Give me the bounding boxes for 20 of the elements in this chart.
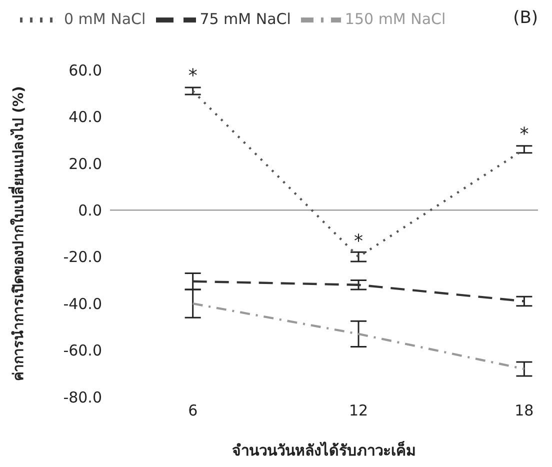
annotation: * (188, 65, 198, 86)
legend-label: 75 mM NaCl (200, 10, 291, 28)
y-tick-label: 40.0 (68, 108, 102, 126)
y-tick-label: 60.0 (68, 61, 102, 80)
y-tick-label: -40.0 (63, 294, 102, 313)
y-tick-label: 0.0 (78, 201, 102, 220)
annotation: * (354, 231, 364, 252)
y-tick-label: -80.0 (63, 388, 102, 406)
x-axis-title: จำนวนวันหลังได้รับภาวะเค็ม (232, 440, 416, 460)
chart-title: (B) (513, 8, 538, 28)
y-tick-label: -20.0 (63, 248, 102, 266)
annotation: * (520, 124, 529, 145)
legend-label: 150 mM NaCl (344, 10, 446, 28)
y-axis-title: ค่าการนำการเปิดของปากใบเปลี่ยนแปลงไป (%) (8, 86, 27, 381)
x-tick-label: 6 (188, 402, 198, 420)
y-tick-label: 20.0 (68, 154, 102, 173)
y-tick-label: -60.0 (63, 342, 102, 360)
x-tick-label: 18 (514, 402, 534, 420)
legend-label: 0 mM NaCl (64, 10, 146, 28)
x-tick-label: 12 (348, 402, 368, 420)
